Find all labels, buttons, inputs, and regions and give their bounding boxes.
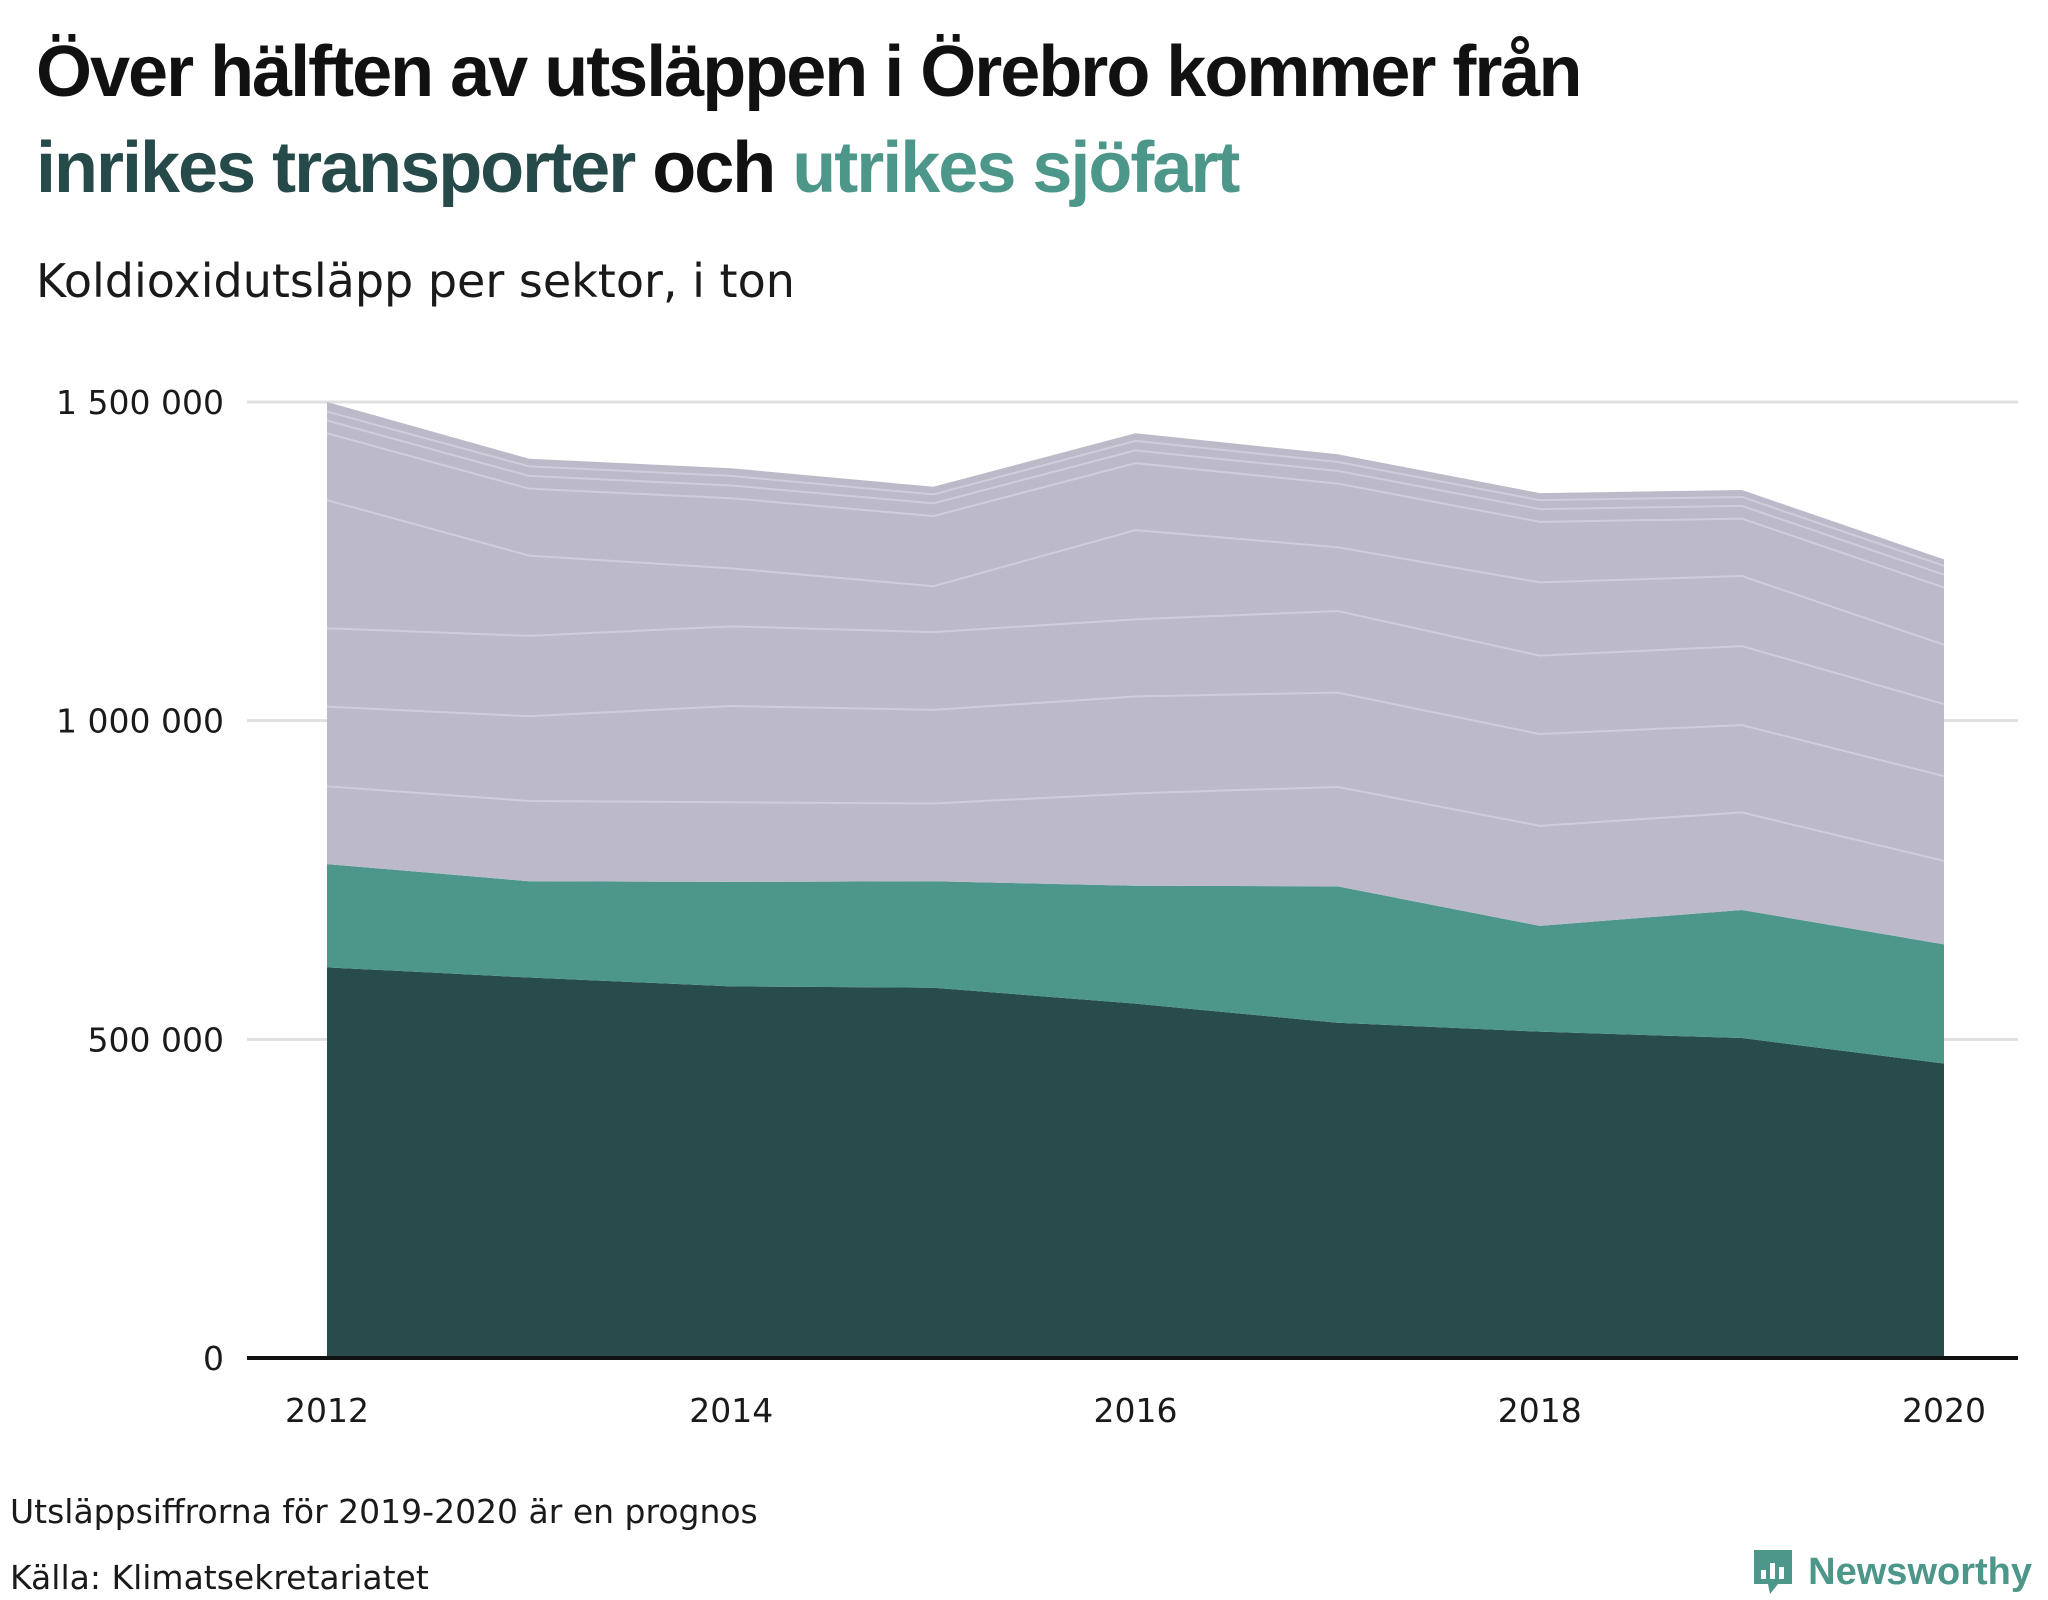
headline-connector: och bbox=[634, 128, 793, 208]
chart-note: Utsläppsiffrorna för 2019-2020 är en pro… bbox=[10, 1492, 758, 1531]
x-tick-label: 2014 bbox=[689, 1391, 773, 1430]
area-series-6 bbox=[327, 500, 1944, 705]
headline-highlight-utrikes: utrikes sjöfart bbox=[792, 128, 1240, 208]
sector-dividers bbox=[326, 410, 1945, 862]
sector-divider-line bbox=[326, 691, 1945, 778]
chart-subtitle: Koldioxidutsläpp per sektor, i ton bbox=[36, 254, 795, 308]
headline-highlight-inrikes: inrikes transporter bbox=[36, 128, 636, 208]
y-tick-label: 500 000 bbox=[88, 1020, 224, 1059]
headline-line2: inrikes transporter och utrikes sjöfart bbox=[36, 120, 1936, 216]
y-tick-label: 1 000 000 bbox=[56, 702, 224, 741]
x-tick-label: 2012 bbox=[285, 1391, 369, 1430]
sector-divider-line bbox=[326, 610, 1945, 706]
sector-divider-line bbox=[326, 432, 1945, 589]
area-series-10 bbox=[327, 402, 1944, 566]
sector-divider-line bbox=[326, 419, 1945, 576]
area-series-1 bbox=[327, 967, 1944, 1358]
area-series-9 bbox=[327, 411, 1944, 575]
chart-headline: Över hälften av utsläppen i Örebro komme… bbox=[36, 24, 1936, 216]
x-tick-label: 2018 bbox=[1498, 1391, 1582, 1430]
headline-line1: Över hälften av utsläppen i Örebro komme… bbox=[36, 32, 1582, 112]
sector-divider-line bbox=[326, 785, 1945, 862]
area-series-2 bbox=[327, 864, 1944, 1064]
axes: 0 500 000 1 000 000 1 500 000 2012 2014 2016 20… bbox=[56, 383, 2018, 1430]
area-series-7 bbox=[327, 433, 1944, 645]
sector-divider-line bbox=[326, 410, 1945, 567]
brand-logo-block[interactable]: Newsworthy bbox=[1750, 1546, 2032, 1598]
sector-divider-line bbox=[326, 499, 1945, 646]
area-series-8 bbox=[327, 420, 1944, 588]
stacked-area-chart: 0 500 000 1 000 000 1 500 000 2012 2014 2016 20… bbox=[56, 383, 2018, 1430]
chart-source: Källa: Klimatsekretariatet bbox=[10, 1558, 429, 1597]
area-series-5 bbox=[327, 611, 1944, 777]
x-tick-label: 2020 bbox=[1902, 1391, 1986, 1430]
x-tick-label: 2016 bbox=[1094, 1391, 1178, 1430]
brand-name: Newsworthy bbox=[1808, 1550, 2032, 1593]
y-tick-label: 0 bbox=[203, 1339, 224, 1378]
area-series bbox=[327, 402, 1944, 1358]
newsworthy-logo-icon bbox=[1754, 1550, 1793, 1594]
y-tick-label: 1 500 000 bbox=[56, 383, 224, 422]
